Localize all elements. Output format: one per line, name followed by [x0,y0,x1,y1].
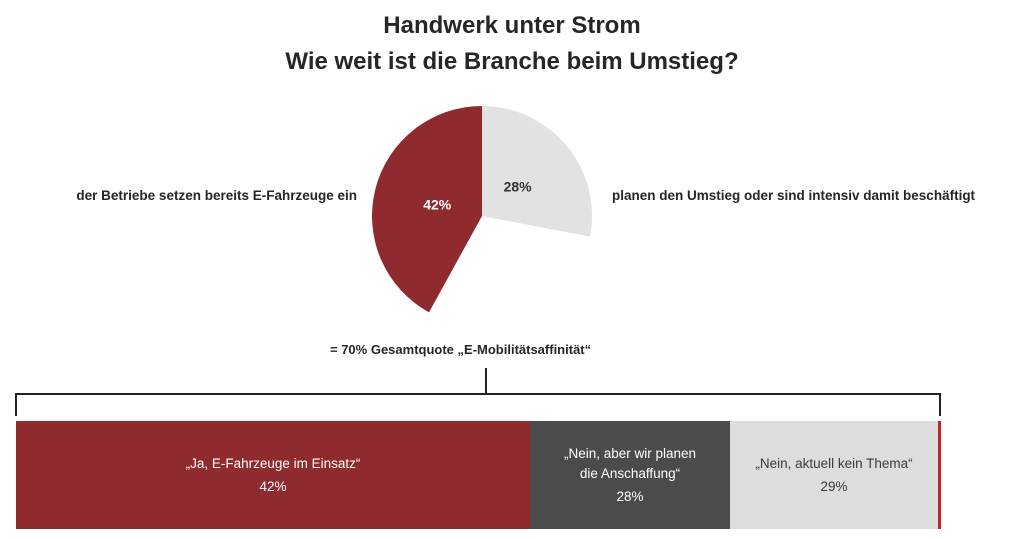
pie-chart: 42% 28% [372,106,592,313]
bar-segment-rest [938,421,941,529]
pie-right-legend: planen den Umstieg oder sind intensiv da… [612,188,976,203]
chart-title: Handwerk unter Strom [383,12,641,39]
bar-segment-label-line1: „Nein, aber wir planen [563,445,697,461]
bar-segment-label-line2: die Anschaffung“ [579,465,681,481]
bar-segment-kein-thema: „Nein, aktuell kein Thema“ 29% [730,421,938,529]
stacked-bar: „Ja, E-Fahrzeuge im Einsatz“ 42% „Nein, … [16,421,941,529]
pie-slice-label-28: 28% [504,179,533,195]
bar-segment-label: „Ja, E-Fahrzeuge im Einsatz“ [185,455,361,471]
bar-segment-value: 29% [820,478,848,494]
bar-segment-label: „Nein, aktuell kein Thema“ [755,455,913,471]
pie-slice-umstieg-geplant [482,106,592,237]
pie-left-legend: der Betriebe setzen bereits E-Fahrzeuge … [76,188,357,203]
bar-segment-ja-im-einsatz: „Ja, E-Fahrzeuge im Einsatz“ 42% [16,421,530,529]
bar-segment-value: 28% [616,488,644,504]
chart-subtitle: Wie weit ist die Branche beim Umstieg? [285,48,739,75]
pie-slice-label-42: 42% [423,197,452,213]
bar-segment-anschaffung-geplant: „Nein, aber wir planen die Anschaffung“ … [530,421,730,529]
total-quote-label: = 70% Gesamtquote „E-Mobilitätsaffinität… [330,342,592,357]
bar-segment-value: 42% [259,478,287,494]
pie-slice-e-fahrzeuge [372,106,482,313]
